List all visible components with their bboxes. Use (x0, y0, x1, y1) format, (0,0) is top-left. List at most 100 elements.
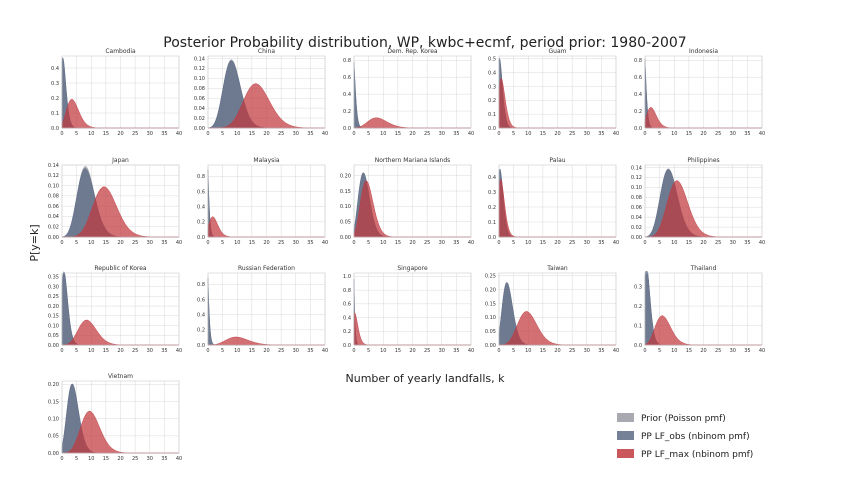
x-tick-label: 30 (730, 348, 736, 354)
panel-title: Palau (549, 157, 565, 164)
x-tick-label: 35 (744, 348, 750, 354)
panel-title: Malaysia (253, 157, 280, 164)
x-tick-label: 30 (584, 131, 590, 137)
x-tick-label: 0 (60, 456, 63, 462)
panel-title: Northern Mariana Islands (375, 157, 451, 164)
x-tick-label: 35 (598, 240, 604, 246)
plot-frame (353, 55, 472, 129)
x-tick-label: 15 (249, 348, 255, 354)
x-tick-label: 40 (468, 240, 474, 246)
panel-title: Dem. Rep. Korea (387, 48, 438, 55)
x-tick-label: 20 (409, 131, 415, 137)
x-tick-label: 40 (468, 131, 474, 137)
y-tick-label: 0.8 (634, 58, 642, 64)
x-tick-label: 35 (161, 348, 167, 354)
plot-frame (498, 272, 617, 346)
x-tick-label: 20 (409, 348, 415, 354)
y-tick-label: 0.08 (48, 194, 59, 200)
y-tick-label: 0.2 (634, 304, 642, 310)
legend-label: Prior (Poisson pmf) (641, 414, 726, 424)
x-tick-label: 5 (367, 348, 370, 354)
x-tick-label: 40 (176, 456, 182, 462)
panel-vietnam: Vietnam 0 5 10 15 20 25 30 35 40 0.00 0.05 0.10 0.15 0… (48, 373, 182, 462)
y-tick-label: 0.25 (485, 274, 496, 280)
x-tick-label: 5 (512, 131, 515, 137)
x-tick-label: 15 (540, 131, 546, 137)
y-tick-label: 0.02 (631, 225, 642, 231)
x-tick-label: 15 (686, 348, 692, 354)
x-tick-label: 35 (307, 240, 313, 246)
x-tick-label: 5 (658, 240, 661, 246)
panel-title: Japan (111, 157, 129, 164)
x-tick-label: 20 (409, 240, 415, 246)
legend-label: PP LF_max (nbinom pmf) (641, 450, 753, 460)
panel-china: China 0 5 10 15 20 25 30 35 40 0.00 0.02 0.04 0.06 0.0… (194, 48, 328, 137)
y-tick-label: 0.2 (488, 205, 496, 211)
x-tick-label: 15 (395, 240, 401, 246)
x-tick-label: 5 (658, 131, 661, 137)
x-tick-label: 40 (759, 131, 765, 137)
x-tick-label: 10 (234, 131, 240, 137)
x-tick-label: 20 (117, 240, 123, 246)
x-tick-label: 15 (249, 131, 255, 137)
y-tick-label: 0.8 (197, 174, 205, 180)
x-tick-label: 40 (322, 131, 328, 137)
y-tick-label: 0.0 (197, 235, 205, 241)
x-tick-label: 20 (263, 240, 269, 246)
plot-frame (644, 55, 763, 129)
y-tick-label: 0.04 (194, 106, 205, 112)
x-tick-label: 0 (60, 240, 63, 246)
x-tick-label: 35 (453, 240, 459, 246)
panel-palau: Palau 0 5 10 15 20 25 30 35 40 0.0 0.1 0.2 0.3 0.4 (488, 157, 619, 246)
panel-northern-mariana-islands: Northern Mariana Islands 0 5 10 15 20 25 30 35 40… (340, 157, 474, 246)
y-tick-label: 0.00 (48, 343, 59, 349)
legend-swatch (617, 413, 634, 422)
y-tick-label: 0.25 (48, 294, 59, 300)
legend-item-obs: PP LF_obs (nbinom pmf) (617, 431, 750, 442)
y-tick-label: 0.02 (194, 116, 205, 122)
y-tick-label: 0.1 (634, 323, 642, 329)
x-tick-label: 25 (132, 348, 138, 354)
x-tick-label: 40 (759, 240, 765, 246)
x-tick-label: 10 (525, 240, 531, 246)
y-tick-label: 0.4 (488, 70, 496, 76)
x-tick-label: 5 (367, 240, 370, 246)
legend: Prior (Poisson pmf) PP LF_obs (nbinom pmf… (617, 413, 753, 460)
x-tick-label: 25 (278, 240, 284, 246)
x-tick-label: 35 (744, 131, 750, 137)
x-tick-label: 40 (322, 348, 328, 354)
y-tick-label: 0.10 (631, 185, 642, 191)
x-tick-label: 25 (132, 240, 138, 246)
y-tick-label: 0.8 (197, 282, 205, 288)
plot-frame (498, 164, 617, 238)
plot-frame (207, 272, 326, 346)
y-tick-label: 0.2 (51, 96, 59, 102)
x-tick-label: 20 (554, 240, 560, 246)
panel-title: Guam (549, 48, 567, 55)
x-tick-label: 35 (161, 240, 167, 246)
y-tick-label: 0.08 (194, 86, 205, 92)
y-tick-label: 0.00 (485, 343, 496, 349)
chart-title: Posterior Probability distribution, WP, … (163, 35, 686, 51)
panel-guam: Guam 0 5 10 15 20 25 30 35 40 0.0 0.1 0.2 0.3 0.4 0.5 (488, 48, 619, 137)
x-tick-label: 20 (554, 131, 560, 137)
panel-title: Indonesia (689, 48, 718, 55)
y-tick-label: 0.06 (631, 205, 642, 211)
y-tick-label: 0.2 (488, 98, 496, 104)
x-tick-label: 10 (671, 348, 677, 354)
y-tick-label: 0.10 (194, 76, 205, 82)
y-tick-label: 0.20 (485, 287, 496, 293)
x-tick-label: 15 (103, 240, 109, 246)
x-tick-label: 30 (439, 348, 445, 354)
y-tick-label: 0.05 (485, 329, 496, 335)
x-tick-label: 25 (424, 240, 430, 246)
panel-title: China (258, 48, 275, 55)
y-tick-label: 0.15 (48, 314, 59, 320)
x-tick-label: 25 (715, 131, 721, 137)
x-tick-label: 10 (525, 131, 531, 137)
x-tick-label: 20 (117, 348, 123, 354)
legend-item-max: PP LF_max (nbinom pmf) (617, 449, 753, 460)
x-tick-label: 20 (117, 456, 123, 462)
plot-frame (644, 272, 763, 346)
x-tick-label: 5 (75, 240, 78, 246)
